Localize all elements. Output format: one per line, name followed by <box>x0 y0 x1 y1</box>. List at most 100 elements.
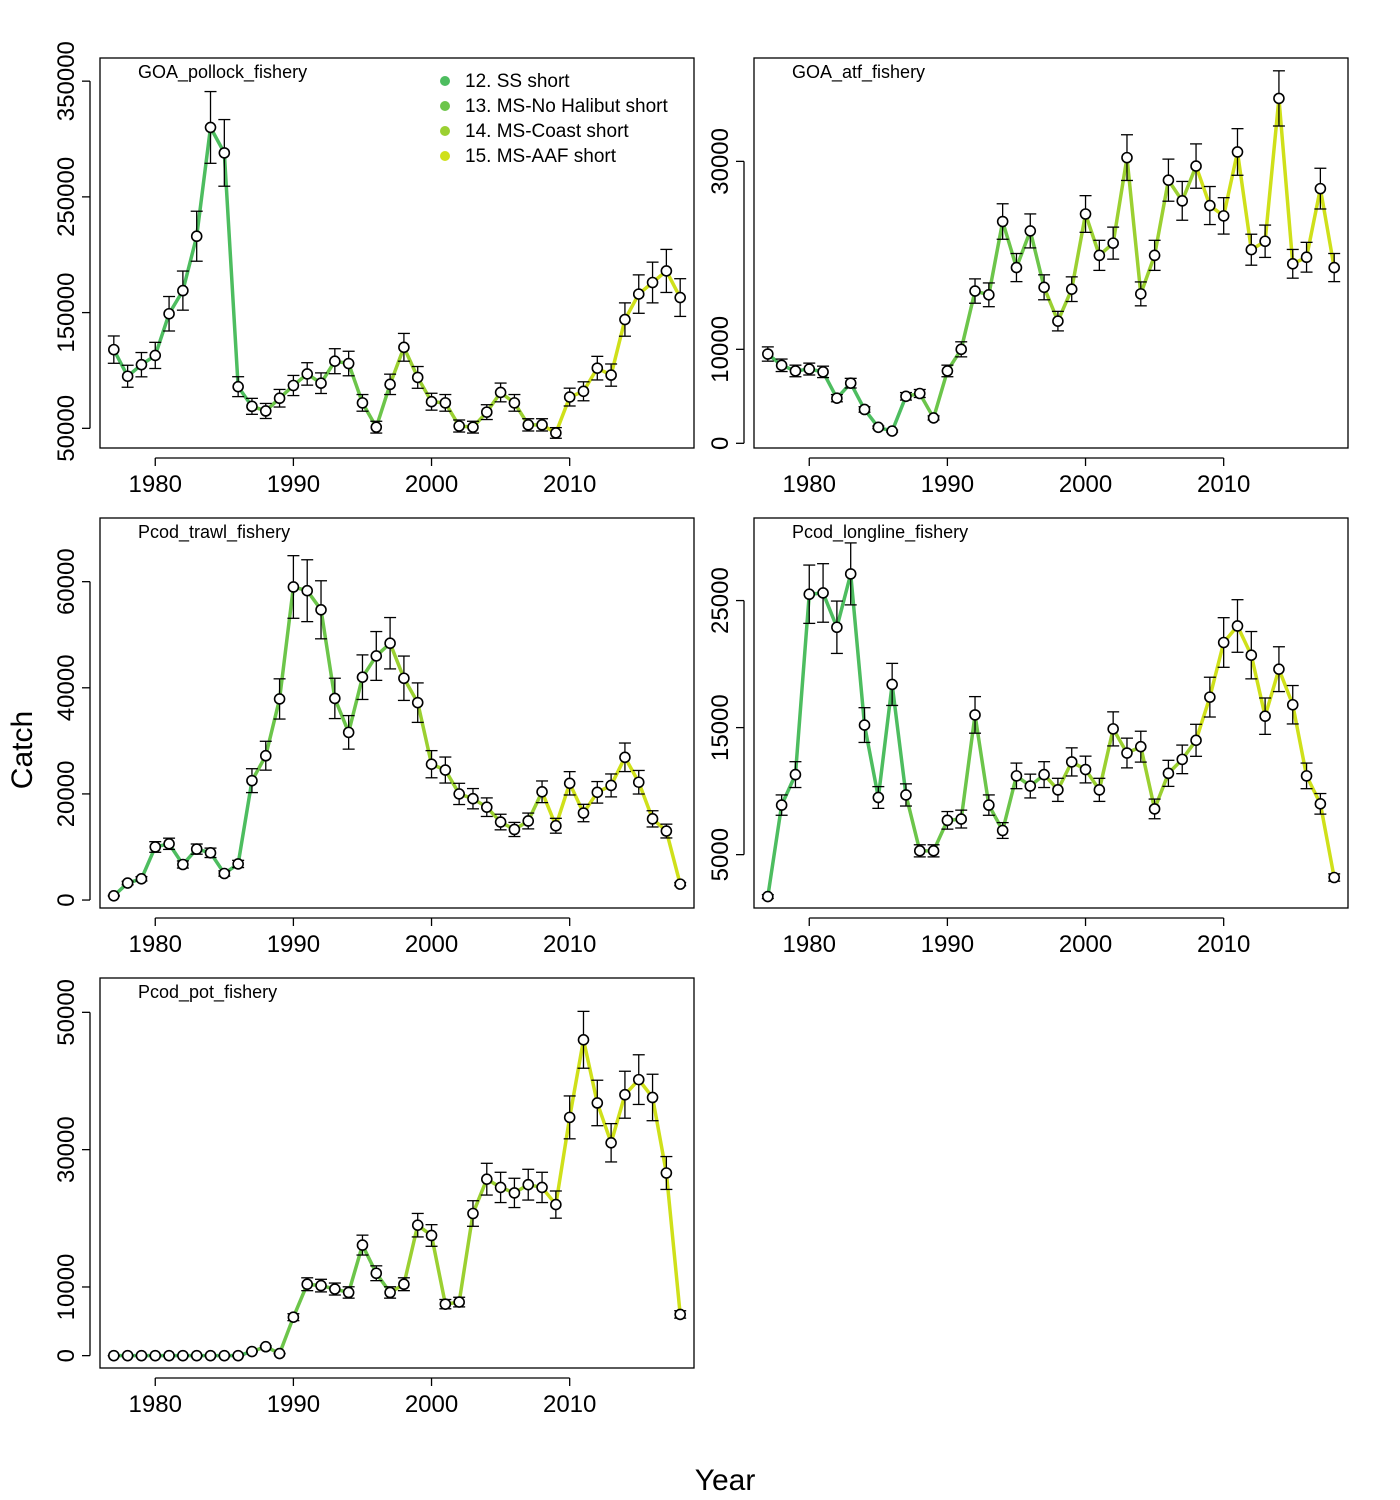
y-tick-label: 0 <box>53 1349 80 1362</box>
observed-point <box>886 678 898 691</box>
observed-point <box>563 391 576 403</box>
series-segment <box>1111 155 1129 245</box>
series-segment <box>1277 96 1295 266</box>
observed-point <box>384 1286 396 1299</box>
legend-label: 13. MS-No Halibut short <box>465 96 668 117</box>
observed-point <box>577 807 590 819</box>
observed-point <box>190 1349 203 1362</box>
observed-point <box>259 405 272 417</box>
observed-point <box>941 814 954 827</box>
observed-point <box>190 843 203 855</box>
x-tick-label: 2000 <box>405 471 458 498</box>
observed-point <box>789 768 802 781</box>
observed-point <box>872 791 885 804</box>
observed-point <box>398 672 410 685</box>
observed-point <box>1093 784 1106 796</box>
observed-point <box>632 1073 645 1086</box>
series-segment <box>609 317 627 377</box>
observed-point <box>1065 756 1078 768</box>
observed-point <box>619 751 631 764</box>
observed-point <box>1314 798 1327 810</box>
observed-point <box>1148 803 1161 815</box>
observed-point <box>163 1349 175 1362</box>
panel-title: GOA_atf_fishery <box>792 62 925 83</box>
observed-point <box>522 419 535 431</box>
observed-point <box>941 365 954 377</box>
series-segment <box>1221 150 1240 218</box>
observed-point <box>121 877 134 889</box>
series-segment <box>346 1243 365 1295</box>
observed-point <box>577 1033 590 1046</box>
plot-frame <box>99 517 695 909</box>
x-tick-label: 1990 <box>267 1391 320 1418</box>
observed-point <box>913 387 926 400</box>
observed-point <box>817 587 829 599</box>
observed-point <box>969 709 981 721</box>
x-tick-label: 1980 <box>129 471 182 498</box>
series-segment <box>194 125 213 238</box>
y-tick-label: 10000 <box>53 1254 80 1321</box>
x-tick-label: 2010 <box>543 471 596 498</box>
legend-item: 13. MS-No Halibut short <box>440 96 668 117</box>
observed-point <box>425 395 438 408</box>
series-segment <box>567 1038 586 1120</box>
observed-point <box>1010 261 1023 274</box>
observed-point <box>190 230 203 243</box>
series-segment <box>277 1315 296 1356</box>
observed-point <box>1259 710 1271 722</box>
y-tick-label: 25000 <box>707 567 734 634</box>
observed-point <box>370 421 383 433</box>
series-segment <box>821 591 839 630</box>
series-segment <box>890 682 908 797</box>
observed-point <box>1217 210 1230 222</box>
series-segment <box>319 608 337 701</box>
series-segment <box>1208 640 1226 699</box>
series-segment <box>973 713 991 807</box>
observed-point <box>1273 92 1285 105</box>
observed-point <box>996 215 1009 228</box>
series-segment <box>471 1177 489 1216</box>
series-segment <box>291 1282 309 1319</box>
observed-point <box>803 588 816 601</box>
observed-point <box>287 1311 300 1323</box>
observed-point <box>1217 636 1230 649</box>
observed-point <box>1176 753 1189 766</box>
observed-point <box>384 378 396 391</box>
y-tick-label: 60000 <box>53 548 80 615</box>
y-tick-label: 50000 <box>53 979 80 1046</box>
legend-dot-icon <box>440 101 450 111</box>
series-segment <box>388 345 406 387</box>
observed-point <box>494 1181 507 1194</box>
series-segment <box>388 641 406 680</box>
observed-point <box>844 377 857 389</box>
observed-point <box>886 425 898 437</box>
series-segment <box>1152 771 1171 811</box>
observed-point <box>646 1091 659 1104</box>
observed-point <box>1204 691 1216 703</box>
observed-point <box>384 637 396 650</box>
observed-point <box>453 788 465 800</box>
observed-point <box>1300 251 1313 264</box>
observed-point <box>646 276 659 289</box>
observed-point <box>536 1181 548 1194</box>
observed-point <box>232 380 244 393</box>
series-segment <box>664 829 682 886</box>
observed-point <box>1328 261 1340 274</box>
observed-point <box>425 758 438 771</box>
panel-GOA_atf_fishery: GOA_atf_fishery 1980 1990 2000 2010 0 10000 300… <box>707 57 1349 498</box>
series-segment <box>1000 774 1019 833</box>
observed-point <box>632 288 645 300</box>
panel-title: Pcod_pot_fishery <box>138 982 277 1003</box>
observed-point <box>1328 871 1340 884</box>
observed-point <box>121 370 134 383</box>
y-tick-label: 30000 <box>707 128 734 195</box>
series-segment <box>595 1101 613 1145</box>
observed-point <box>1314 182 1327 195</box>
observed-point <box>494 386 507 399</box>
panel-title: GOA_pollock_fishery <box>138 62 307 83</box>
observed-point <box>1052 784 1064 796</box>
series-segment <box>540 790 558 828</box>
legend: 12. SS short 13. MS-No Halibut short 14. M… <box>440 71 668 167</box>
plot-frame <box>753 57 1349 449</box>
observed-point <box>955 813 968 825</box>
